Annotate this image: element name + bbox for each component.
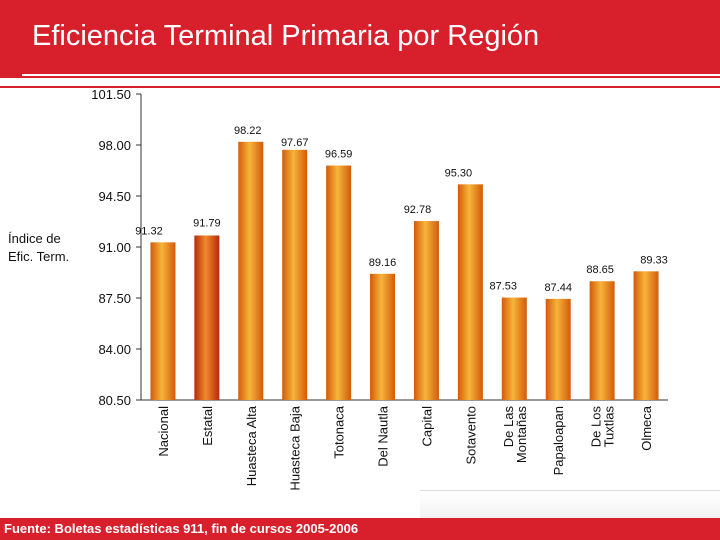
bar (282, 149, 308, 400)
category-label: Totonaca (332, 405, 347, 459)
source-note: Fuente: Boletas estadísticas 911, fin de… (4, 521, 359, 536)
category-label: Capital (419, 406, 434, 447)
y-axis-label-line-1: Índice de (8, 231, 61, 246)
title-bar: Eficiencia Terminal Primaria por Región (0, 0, 720, 78)
data-label: 97.67 (281, 137, 309, 149)
title-underline (22, 74, 720, 76)
bar (589, 281, 615, 400)
category-label: Estatal (200, 406, 215, 446)
bar (413, 221, 439, 400)
data-label: 88.65 (586, 264, 614, 276)
y-axis-label: Índice de Efic. Term. (8, 230, 69, 266)
bar (370, 273, 396, 400)
y-axis-label-line-2: Efic. Term. (8, 249, 70, 264)
category-label: De Los (589, 406, 604, 448)
category-label: De Las (501, 406, 516, 448)
data-label: 89.33 (640, 254, 668, 266)
bar (238, 141, 264, 400)
y-tick-label: 101.50 (91, 87, 131, 102)
category-label: Montañas (514, 406, 529, 464)
y-tick-label: 87.50 (98, 291, 131, 306)
bar (150, 242, 176, 400)
bar (633, 271, 659, 400)
data-label: 95.30 (445, 167, 473, 179)
y-tick-label: 94.50 (98, 189, 131, 204)
bar (326, 165, 352, 400)
data-label: 98.22 (234, 125, 262, 137)
data-label: 92.78 (404, 204, 432, 216)
footer-shadow (420, 490, 720, 519)
header-divider (0, 86, 720, 88)
footer-bar: Fuente: Boletas estadísticas 911, fin de… (0, 518, 720, 540)
bar (501, 297, 527, 400)
category-label: Del Nautla (376, 405, 391, 466)
bar (194, 235, 220, 400)
data-label: 91.32 (135, 225, 163, 237)
data-label: 87.53 (490, 281, 518, 293)
category-label: Sotavento (463, 406, 478, 465)
category-label: Olmeca (639, 405, 654, 451)
bar (457, 184, 483, 400)
data-label: 89.16 (369, 257, 397, 269)
category-label: Huasteca Baja (288, 405, 303, 490)
data-label: 87.44 (544, 282, 572, 294)
y-tick-label: 84.00 (98, 342, 131, 357)
category-label: Huasteca Alta (244, 405, 259, 486)
category-label: Tuxtlas (602, 406, 617, 448)
category-label: Nacional (156, 406, 171, 457)
y-tick-label: 80.50 (98, 393, 131, 408)
y-tick-label: 98.00 (98, 138, 131, 153)
data-label: 96.59 (325, 149, 353, 161)
category-label: Papaloapan (551, 406, 566, 475)
data-label: 91.79 (193, 217, 221, 229)
page-title: Eficiencia Terminal Primaria por Región (32, 20, 540, 52)
y-tick-label: 91.00 (98, 240, 131, 255)
bar (545, 298, 571, 400)
